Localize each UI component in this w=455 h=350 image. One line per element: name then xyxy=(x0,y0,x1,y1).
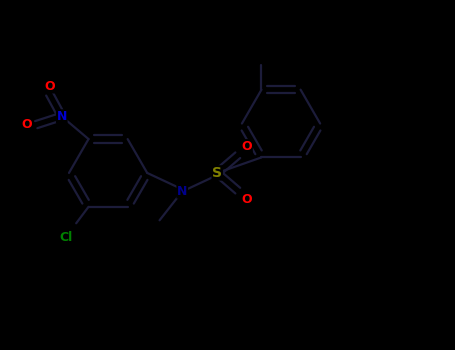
Text: Cl: Cl xyxy=(59,231,72,244)
Text: O: O xyxy=(22,118,32,131)
Text: S: S xyxy=(212,166,222,180)
Text: O: O xyxy=(44,80,55,93)
Text: N: N xyxy=(177,185,187,198)
Text: O: O xyxy=(242,193,252,206)
Text: O: O xyxy=(242,140,252,153)
Text: N: N xyxy=(56,110,67,123)
